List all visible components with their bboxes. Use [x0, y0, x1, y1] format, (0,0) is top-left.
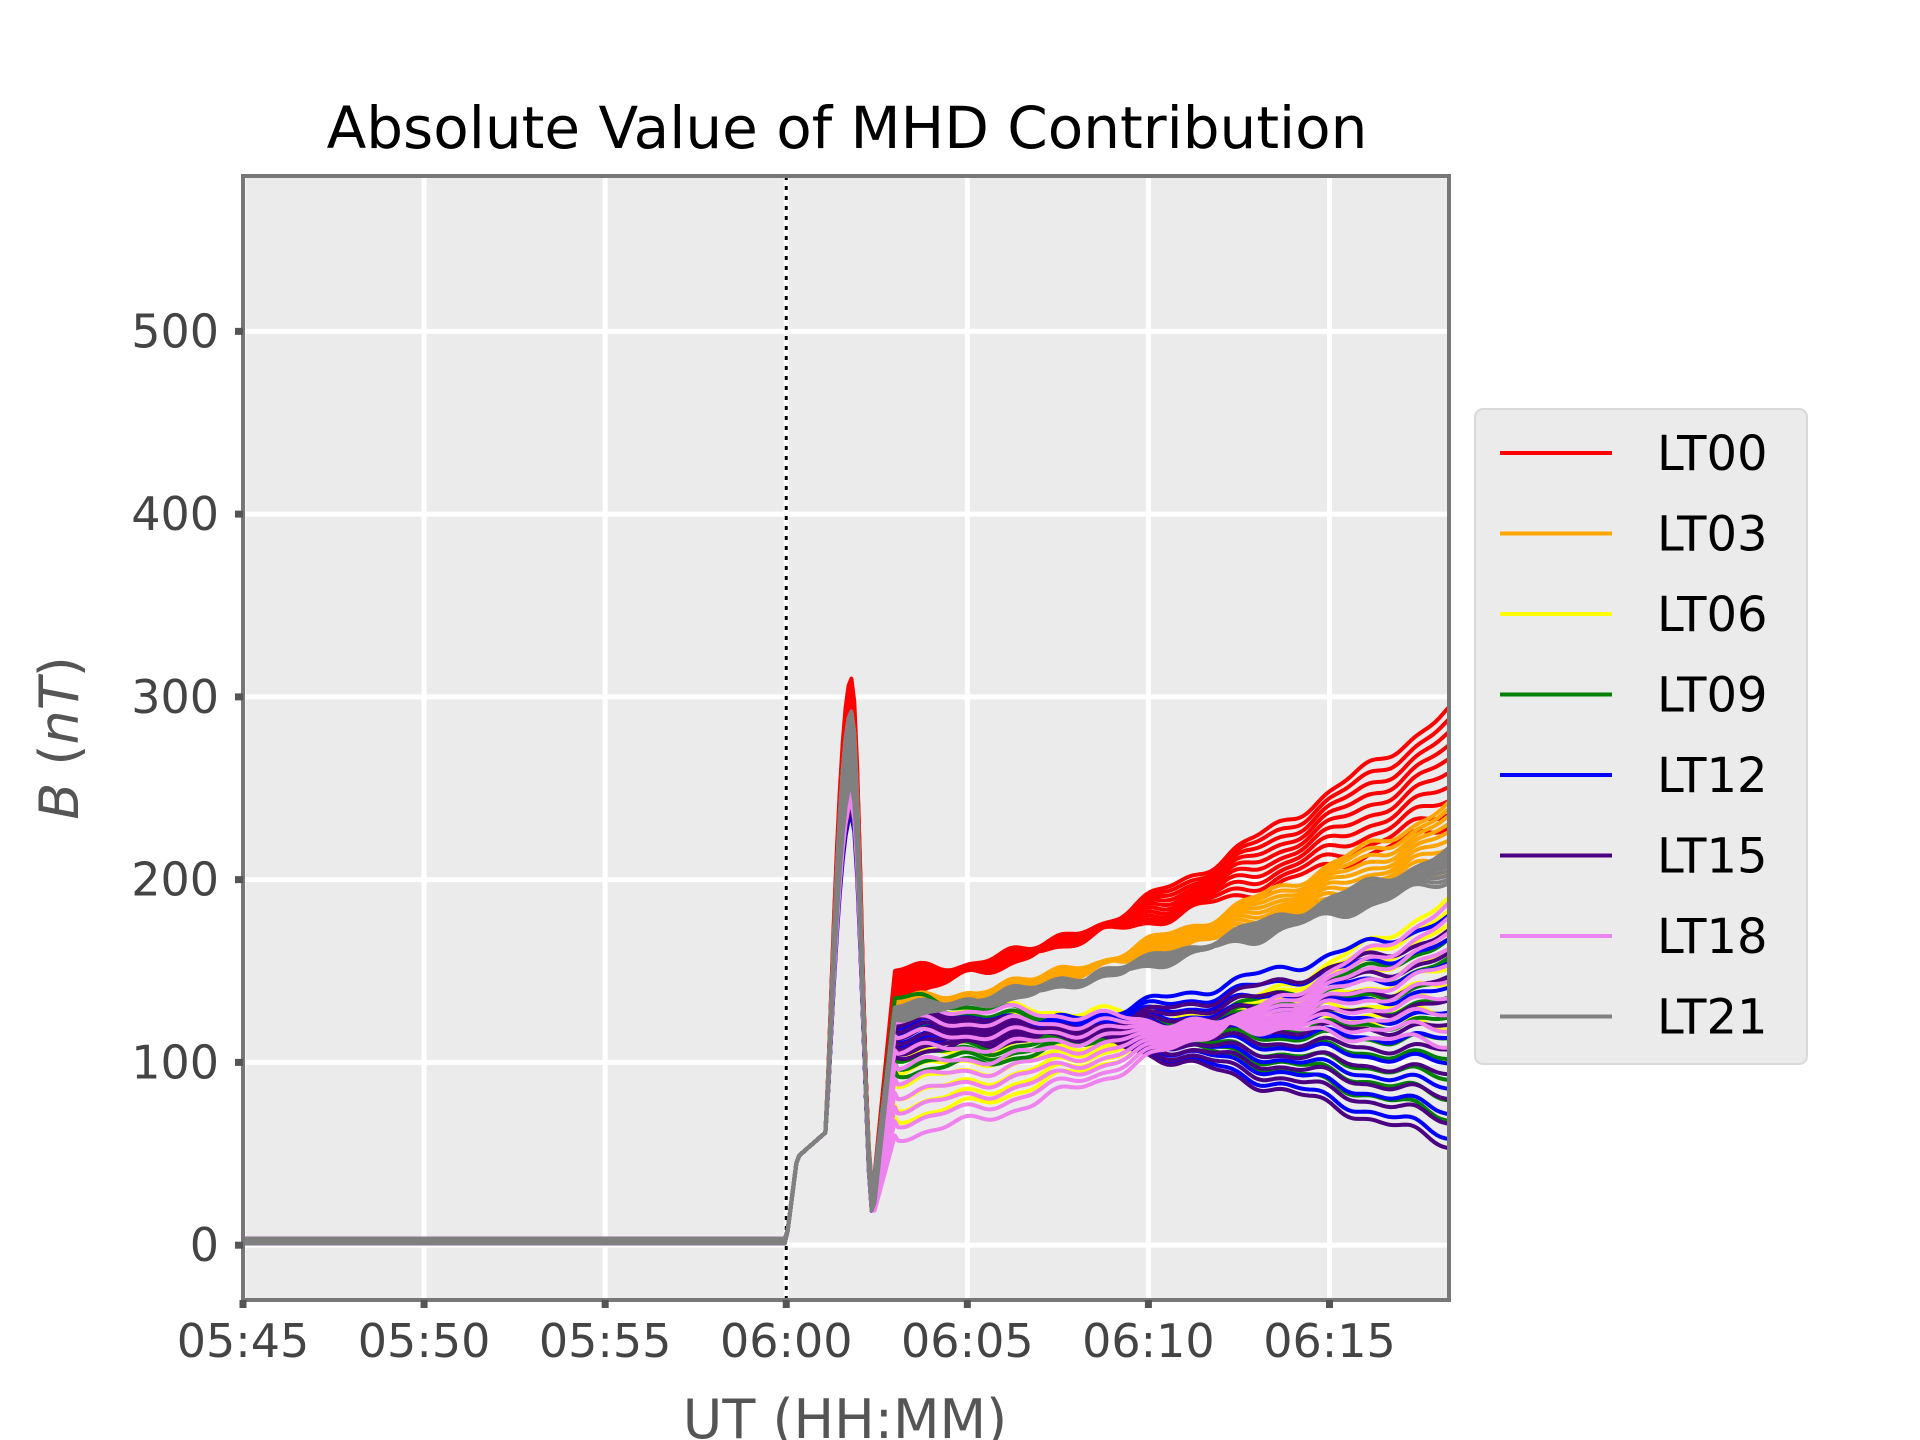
legend-box [1474, 408, 1808, 1065]
y-tick-label: 400 [131, 487, 219, 541]
x-tick-label: 05:45 [177, 1314, 310, 1368]
y-axis-label-close-paren: ) [28, 656, 91, 677]
legend-label: LT03 [1657, 507, 1768, 563]
y-tick-label: 300 [131, 670, 219, 724]
legend-label: LT00 [1657, 426, 1768, 482]
legend-label: LT09 [1657, 668, 1768, 724]
y-tick-label: 100 [131, 1035, 219, 1089]
x-tick-label: 05:55 [539, 1314, 672, 1368]
x-tick-label: 06:05 [901, 1314, 1034, 1368]
y-axis-label-symbol: B [28, 783, 91, 820]
x-tick-label: 06:15 [1263, 1314, 1396, 1368]
y-tick-label: 200 [131, 853, 219, 907]
plot-frame [241, 174, 1451, 1302]
x-axis-label: UT (HH:MM) [683, 1388, 1007, 1440]
axis-ticks: 05:45 05:50 05:55 06:00 06:05 06:10 06:15 0 100 2… [131, 304, 1396, 1368]
x-tick-label: 06:10 [1082, 1314, 1215, 1368]
legend-label: LT15 [1657, 829, 1768, 885]
series-line-lt21 [243, 782, 1450, 1241]
y-axis-label-open-paren: ( [28, 745, 91, 783]
legend-label: LT18 [1657, 909, 1768, 965]
legend-label: LT12 [1657, 748, 1768, 804]
series-lines [243, 676, 1450, 1246]
chart-title: Absolute Value of MHD Contribution [327, 94, 1368, 162]
legend-label: LT06 [1657, 587, 1768, 643]
y-axis-label-unit: nT [28, 673, 91, 744]
x-tick-label: 05:50 [358, 1314, 491, 1368]
y-tick-label: 500 [131, 304, 219, 358]
x-tick-label: 06:00 [720, 1314, 853, 1368]
legend-label: LT21 [1657, 990, 1768, 1046]
y-axis-label: B (nT) [28, 656, 91, 820]
legend: LT00 LT03 LT06 LT09 LT12 LT15 LT18 LT21 [1474, 408, 1808, 1065]
y-tick-label: 0 [190, 1218, 219, 1272]
